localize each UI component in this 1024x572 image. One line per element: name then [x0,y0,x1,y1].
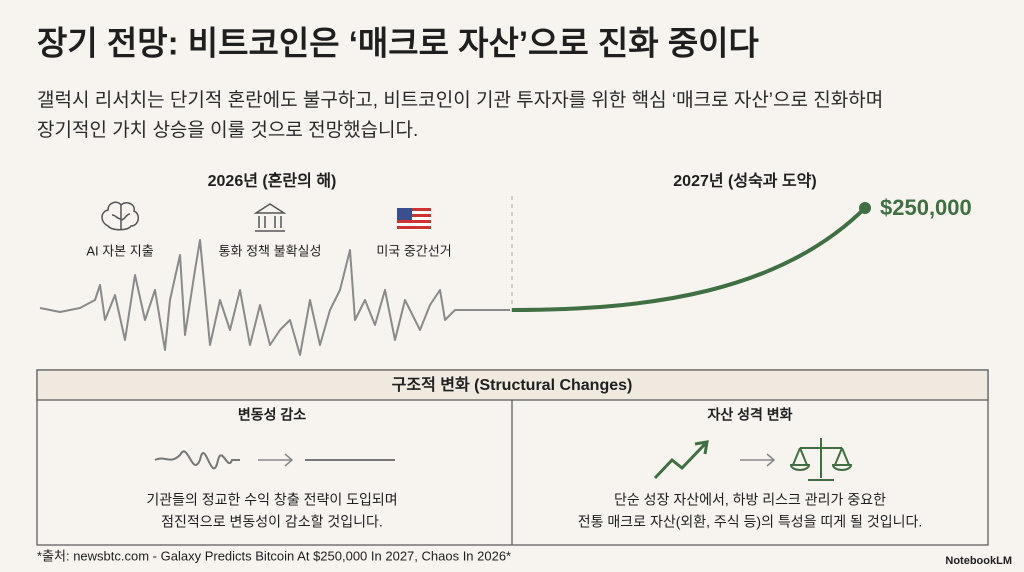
column-text: 기관들의 정교한 수익 창출 전략이 도입되며 [146,492,397,508]
subtitle-line: 갤럭시 리서치는 단기적 혼란에도 불구하고, 비트코인이 기관 투자자를 위한… [37,89,883,111]
column-title: 자산 성격 변화 [707,407,792,423]
column-text: 단순 성장 자산에서, 하방 리스크 관리가 중요한 [614,492,886,508]
bank-icon [253,203,287,232]
brand: NotebookLM [945,555,1012,567]
wave-icon [154,450,240,470]
factor-label: 미국 중간선거 [376,243,451,258]
flag-icon [397,208,431,230]
arrow-icon [740,453,776,467]
subtitle-line: 장기적인 가치 상승을 이룰 것으로 전망했습니다. [37,119,418,141]
changes-heading: 구조적 변화 (Structural Changes) [392,375,633,394]
changes-header [36,369,989,401]
growth-line [511,206,867,312]
growth-point [859,202,871,214]
title: 장기 전망: 비트코인은 ‘매크로 자산’으로 진화 중이다 [37,25,760,62]
arrow-icon [258,453,294,467]
volatility-line [39,239,510,356]
trend-icon [653,440,709,480]
timeline-heading: 2027년 (성숙과 도약) [673,171,816,190]
brain-icon [101,201,139,231]
source: *출처: newsbtc.com - Galaxy Predicts Bitco… [37,548,511,563]
factor-label: 통화 정책 불확실성 [219,243,322,258]
factor-label: AI 자본 지출 [86,243,153,258]
column-title: 변동성 감소 [238,407,306,423]
timeline-heading: 2026년 (혼란의 해) [208,171,337,190]
column-text: 전통 매크로 자산(외환, 주식 등)의 특성을 띠게 될 것입니다. [578,514,922,530]
column-text: 점진적으로 변동성이 감소할 것입니다. [161,514,383,530]
scale-icon [789,438,853,481]
target-label: $250,000 [880,195,972,220]
